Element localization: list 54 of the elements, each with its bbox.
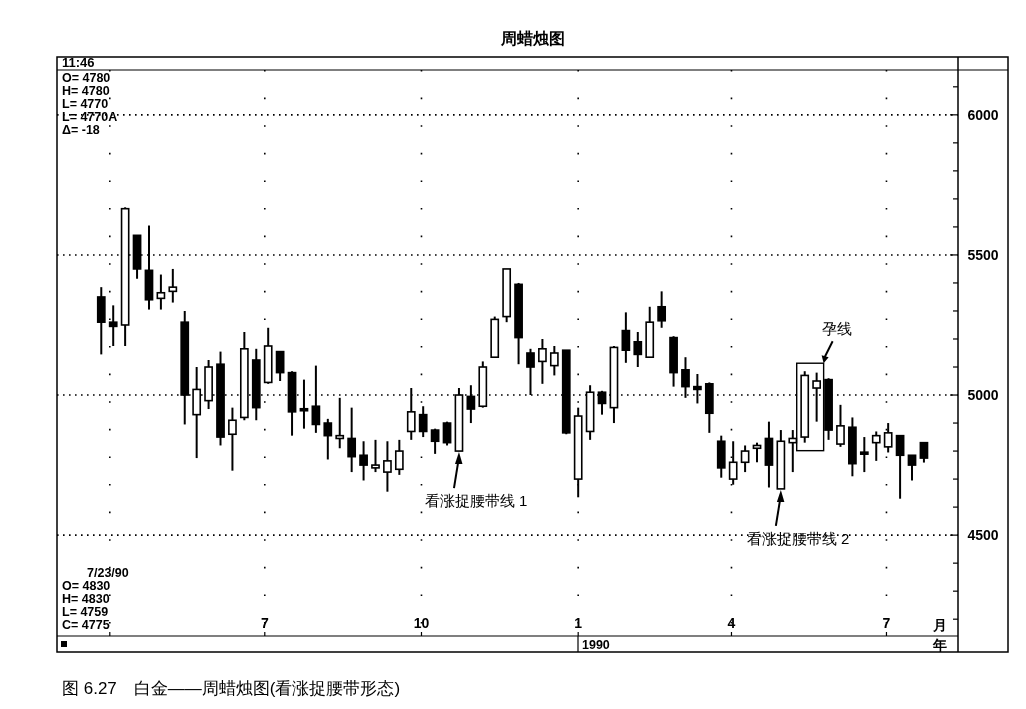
annotation: 7/23/90	[87, 566, 129, 580]
text: 年	[932, 637, 947, 653]
x-tick-label: 7	[882, 615, 891, 631]
candlestick	[538, 337, 547, 385]
candlestick	[907, 454, 917, 482]
candlestick	[275, 350, 285, 383]
text: 1990	[582, 638, 610, 652]
candlestick	[156, 273, 166, 311]
x-tick-label: 7	[260, 615, 269, 631]
candlestick	[430, 427, 440, 455]
y-tick-label: 5500	[967, 246, 999, 263]
annotation: L= 4770	[62, 97, 109, 111]
candlestick	[323, 417, 333, 461]
candlestick	[394, 438, 404, 476]
y-tick-label: 5000	[967, 387, 999, 404]
annotation: H= 4780	[62, 84, 110, 98]
candlestick	[383, 440, 392, 493]
y-tick-label: 4500	[967, 527, 999, 544]
x-tick-label: 1	[574, 615, 583, 631]
annotation: 看涨捉腰带线 2	[746, 529, 850, 547]
candlestick	[549, 345, 559, 377]
candlestick	[311, 364, 321, 434]
x-tick-label: 4	[727, 615, 736, 631]
y-tick-label: 6000	[967, 106, 999, 123]
candlestick	[371, 438, 380, 474]
annotation: H= 4830	[62, 592, 110, 606]
annotation: C= 4775	[62, 618, 110, 632]
candlestick	[359, 440, 368, 482]
annotation: 看涨捉腰带线 1	[424, 492, 528, 510]
candlestick	[418, 405, 428, 439]
candlestick	[919, 441, 929, 464]
candlestick	[228, 406, 237, 472]
annotation: 11:46	[62, 55, 95, 70]
candlestick	[299, 378, 309, 430]
candlestick	[836, 403, 845, 448]
annotation: 月	[932, 617, 947, 633]
candlestick	[621, 311, 631, 364]
annotation: L= 4759	[62, 605, 109, 619]
candlestick	[335, 396, 345, 450]
candlestick	[859, 436, 869, 474]
annotation: 孕线	[821, 320, 852, 338]
candlestick	[168, 267, 178, 304]
candlestick	[347, 406, 357, 474]
candlestick	[895, 434, 905, 500]
x-tick-label: 10	[413, 615, 430, 631]
candlestick	[871, 430, 881, 462]
caption: 图 6.27 白金——周蜡烛图(看涨捉腰带形态)	[62, 679, 401, 698]
annotation: Δ= -18	[62, 123, 100, 137]
candlestick	[657, 290, 667, 329]
candlestick	[740, 444, 750, 474]
annotation: O= 4780	[62, 71, 111, 85]
chart-title: 周蜡烛图	[499, 30, 565, 47]
candlestick	[633, 330, 643, 369]
annotation: O= 4830	[62, 579, 111, 593]
